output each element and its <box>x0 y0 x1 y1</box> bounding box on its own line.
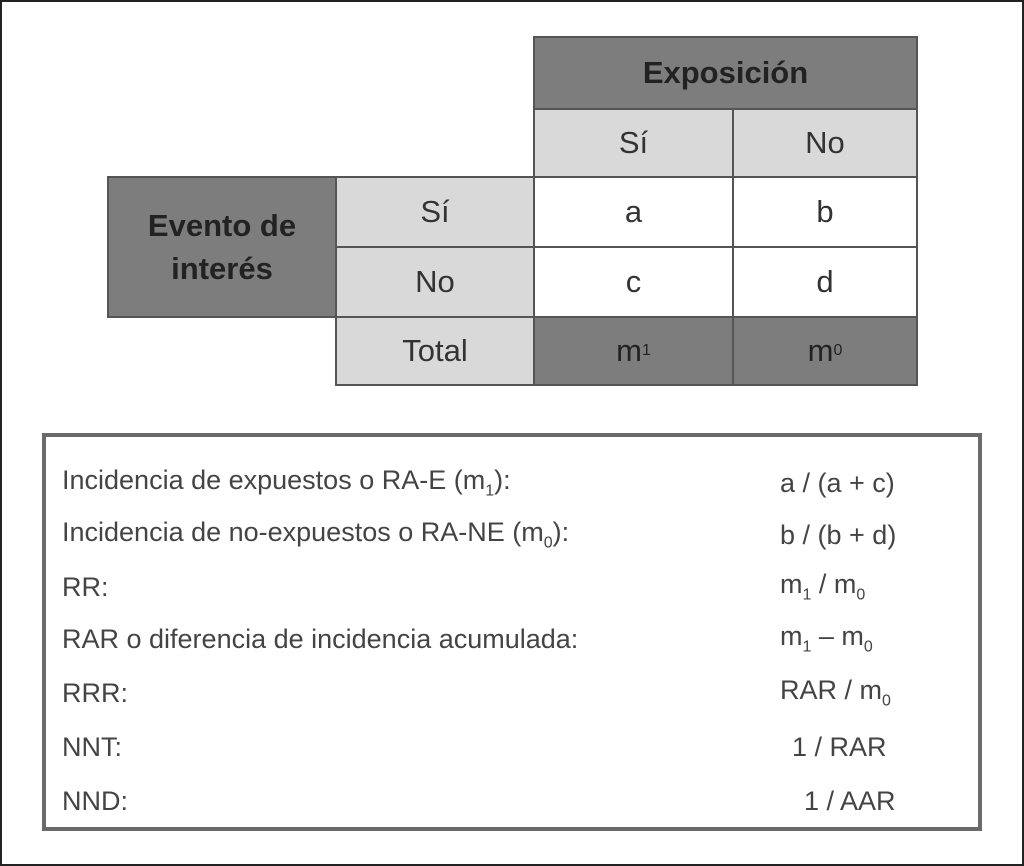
formula-row: RR: m1 / m0 <box>62 565 962 609</box>
cell-b: b <box>732 176 918 248</box>
formula-row: Incidencia de expuestos o RA-E (m1): a /… <box>62 461 962 505</box>
cell-d: d <box>732 246 918 318</box>
total-m0-sub: 0 <box>833 342 843 359</box>
formula-row: RRR: RAR / m0 <box>62 671 962 715</box>
total-m1-sub: 1 <box>641 342 651 359</box>
formula-value: 1 / RAR <box>792 731 887 762</box>
cell-a: a <box>533 176 734 248</box>
formula-label: Incidencia de expuestos o RA-E (m1): <box>62 465 511 500</box>
formula-value: b / (b + d) <box>780 519 897 550</box>
formula-label: RRR: <box>62 677 128 708</box>
exposure-header: Exposición <box>533 36 918 110</box>
formulas-box: Incidencia de expuestos o RA-E (m1): a /… <box>42 433 982 831</box>
formula-label: NND: <box>62 785 128 816</box>
row-label-total: Total <box>335 316 535 386</box>
formula-label: NNT: <box>62 731 122 762</box>
formula-row: Incidencia de no-expuestos o RA-NE (m0):… <box>62 513 962 557</box>
formula-value: RAR / m0 <box>780 675 891 710</box>
row-label-yes: Sí <box>335 176 535 248</box>
exposure-col-yes: Sí <box>533 108 734 178</box>
formula-value: 1 / AAR <box>804 785 896 816</box>
exposure-col-no: No <box>732 108 918 178</box>
event-header: Evento de interés <box>107 176 337 318</box>
total-m0-base: m <box>807 333 834 368</box>
formula-label: RR: <box>62 571 109 602</box>
formula-label: RAR o diferencia de incidencia acumulada… <box>62 623 579 654</box>
row-label-no: No <box>335 246 535 318</box>
cell-c: c <box>533 246 734 318</box>
formula-row: NNT: 1 / RAR <box>62 725 962 769</box>
formula-value: m1 / m0 <box>780 569 866 604</box>
formula-label: Incidencia de no-expuestos o RA-NE (m0): <box>62 517 570 552</box>
formula-value: m1 – m0 <box>780 621 873 656</box>
formula-row: NND: 1 / AAR <box>62 779 962 823</box>
total-m1-base: m <box>616 333 642 368</box>
formula-row: RAR o diferencia de incidencia acumulada… <box>62 617 962 661</box>
formula-value: a / (a + c) <box>780 467 895 498</box>
